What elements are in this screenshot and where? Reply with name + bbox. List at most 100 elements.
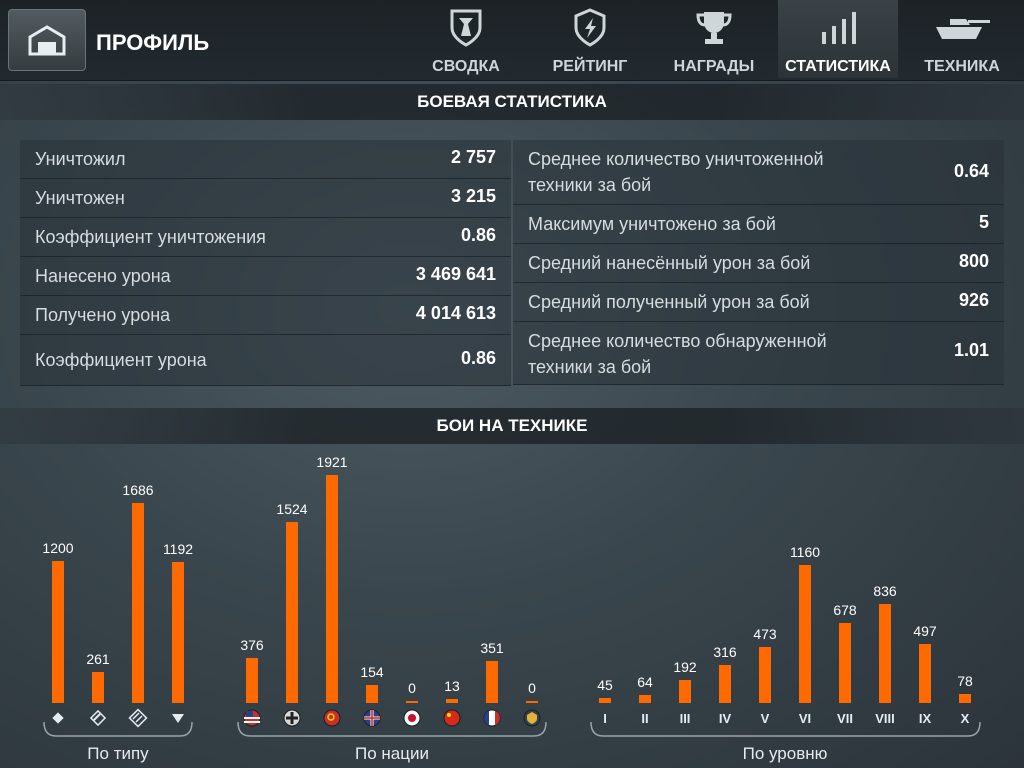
tab-awards[interactable]: НАГРАДЫ: [666, 0, 762, 78]
stat-value: 5: [978, 212, 989, 232]
bar: [92, 672, 104, 703]
bar: [132, 503, 144, 703]
stat-value: 0.86: [460, 348, 496, 368]
bar: [526, 701, 538, 703]
tick-label: IV: [719, 711, 732, 726]
bar-value-label: 261: [86, 651, 110, 667]
stat-label: Нанесено урона: [35, 266, 171, 286]
ussr-flag-icon: [323, 709, 341, 727]
tab-vehicles[interactable]: ТЕХНИКА: [912, 0, 1012, 78]
stat-label: Среднее количество обнаруженной техники …: [528, 331, 827, 377]
bar: [759, 647, 771, 703]
usa-flag-icon: [243, 709, 261, 727]
bar-value-label: 0: [408, 680, 416, 696]
bar: [52, 561, 64, 703]
battle-stats-right: Среднее количество уничтоженной техники …: [513, 140, 1004, 385]
group-label: По уровню: [743, 744, 828, 763]
bar: [366, 685, 378, 703]
bar-value-label: 678: [833, 602, 857, 618]
bar-value-label: 836: [873, 583, 897, 599]
battle-stats-left: Уничтожил 2 757 Уничтожен 3 215 Коэффици…: [20, 140, 511, 386]
stat-value: 2 757: [450, 147, 496, 167]
stat-label: Коэффициент урона: [35, 350, 207, 370]
stat-row: Максимум уничтожено за бой 5: [513, 205, 1004, 244]
top-bar: ПРОФИЛЬ СВОДКА РЕЙТИНГ НАГРА: [0, 0, 1024, 81]
chart-group: 376 1524 1921 154 0 13 351 0 По нации: [237, 454, 547, 763]
stat-row: Уничтожен 3 215: [20, 179, 511, 218]
stat-label: Максимум уничтожено за бой: [528, 214, 776, 234]
bar: [286, 522, 298, 703]
stat-value: 0.64: [953, 161, 989, 181]
stat-label: Коэффициент уничтожения: [35, 227, 266, 247]
stat-row: Среднее количество уничтоженной техники …: [513, 140, 1004, 205]
stat-label: Уничтожен: [35, 188, 125, 208]
bar: [639, 695, 651, 703]
bar: [172, 562, 184, 703]
group-bracket: [237, 721, 547, 737]
bar-value-label: 154: [360, 664, 384, 680]
bar-value-label: 316: [713, 644, 737, 660]
bar-value-label: 351: [480, 640, 504, 656]
bar: [879, 604, 891, 703]
group-label: По нации: [355, 744, 429, 763]
stat-value: 800: [958, 251, 989, 271]
group-bracket: [590, 721, 981, 737]
tick-label: II: [641, 711, 648, 726]
tick-label: IX: [919, 711, 932, 726]
bar-value-label: 1524: [276, 501, 307, 517]
bar: [599, 698, 611, 703]
bar-value-label: 64: [637, 674, 653, 690]
stat-value: 0.86: [460, 225, 496, 245]
bar: [919, 644, 931, 703]
medium-tank-icon: [89, 709, 107, 727]
vehicle-battles-header: БОИ НА ТЕХНИКЕ: [0, 408, 1024, 444]
bar-value-label: 497: [913, 623, 937, 639]
bar-value-label: 376: [240, 637, 264, 653]
uk-flag-icon: [363, 709, 381, 727]
bar-value-label: 1921: [316, 454, 347, 470]
stat-row: Получено урона 4 014 613: [20, 296, 511, 335]
bar: [959, 694, 971, 703]
stat-value: 4 014 613: [415, 303, 496, 323]
france-flag-icon: [483, 709, 501, 727]
rating-shield-icon: [542, 8, 638, 48]
heavy-tank-icon: [128, 708, 148, 728]
tab-rating[interactable]: РЕЙТИНГ: [542, 0, 638, 78]
stat-label: Получено урона: [35, 305, 171, 325]
mixed-nation-icon: [523, 709, 541, 727]
stat-value: 1.01: [953, 340, 989, 360]
garage-button[interactable]: [8, 9, 86, 71]
tick-label: III: [680, 711, 691, 726]
group-bracket: [43, 721, 193, 737]
bar: [679, 680, 691, 703]
tab-statistics[interactable]: СТАТИСТИКА: [778, 0, 898, 78]
bar-value-label: 1686: [122, 482, 153, 498]
bar-value-label: 13: [444, 678, 460, 694]
battle-stats-header: БОЕВАЯ СТАТИСТИКА: [0, 84, 1024, 120]
stat-label: Средний нанесённый урон за бой: [528, 253, 811, 273]
germany-flag-icon: [283, 709, 301, 727]
stat-label: Средний полученный урон за бой: [528, 292, 810, 312]
stat-row: Средний нанесённый урон за бой 800: [513, 244, 1004, 283]
tick-label: VIII: [875, 711, 895, 726]
stat-value: 926: [958, 290, 989, 310]
stat-value: 3 215: [450, 186, 496, 206]
bars-icon: [778, 8, 898, 48]
hangar-icon: [28, 25, 66, 56]
light-tank-icon: [52, 712, 64, 724]
bar: [246, 658, 258, 703]
stat-row: Среднее количество обнаруженной техники …: [513, 322, 1004, 385]
tab-summary[interactable]: СВОДКА: [418, 0, 514, 78]
group-label: По типу: [87, 744, 149, 763]
bar-value-label: 0: [528, 680, 536, 696]
stat-row: Уничтожил 2 757: [20, 140, 511, 179]
tick-label: V: [761, 711, 770, 726]
trophy-icon: [666, 8, 762, 48]
stat-row: Коэффициент урона 0.86: [20, 335, 511, 386]
bar-value-label: 1200: [42, 540, 73, 556]
stat-row: Нанесено урона 3 469 641: [20, 257, 511, 296]
bar-value-label: 1192: [163, 541, 193, 557]
japan-flag-icon: [403, 709, 421, 727]
bar: [446, 699, 458, 703]
